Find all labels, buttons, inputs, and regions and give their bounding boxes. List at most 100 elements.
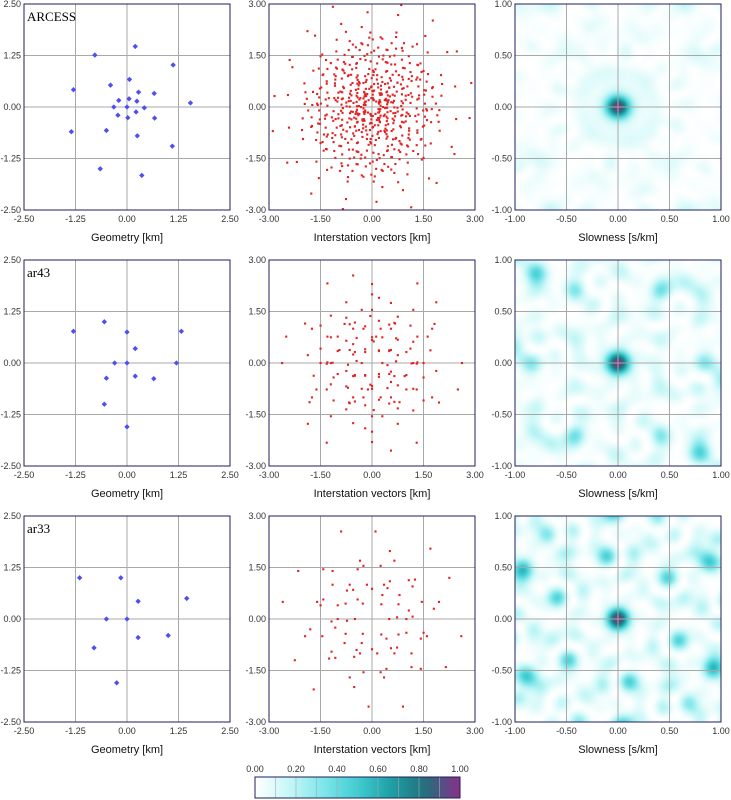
- interstation-vector-point: [350, 110, 353, 113]
- interstation-vector-point: [342, 87, 345, 90]
- interstation-vector-point: [401, 113, 404, 116]
- interstation-vector-point: [336, 349, 339, 353]
- interstation-vector-point: [397, 181, 400, 184]
- y-tick-label: 0.50: [494, 563, 512, 573]
- interstation-vector-point: [381, 80, 384, 84]
- interstation-vector-point: [422, 362, 425, 365]
- interstation-vector-point: [380, 633, 383, 636]
- interstation-vector-point: [415, 120, 418, 123]
- interstation-vector-point: [341, 97, 344, 100]
- interstation-vector-point: [394, 137, 397, 141]
- interstation-vector-point: [425, 635, 429, 638]
- interstation-vector-point: [412, 308, 415, 311]
- panel-array-response-3: -1.00 -0.50 0.00 0.50 1.00 1.00 0.50 0.00 -0.50 -…: [491, 511, 729, 756]
- interstation-vector-point: [415, 388, 418, 391]
- interstation-vector-point: [286, 93, 289, 97]
- y-tick-label: -1.50: [245, 154, 266, 164]
- x-tick-label: 2.50: [221, 214, 239, 224]
- interstation-vector-point: [339, 90, 342, 93]
- interstation-vector-point: [382, 114, 385, 118]
- interstation-vector-point: [404, 120, 407, 123]
- interstation-vector-point: [396, 110, 399, 113]
- interstation-vector-point: [388, 323, 391, 326]
- interstation-vector-point: [358, 49, 361, 52]
- interstation-vector-point: [392, 112, 395, 115]
- station-marker: [103, 127, 110, 134]
- interstation-vector-point: [386, 149, 389, 153]
- interstation-vector-point: [359, 57, 362, 61]
- interstation-vector-point: [386, 82, 389, 85]
- interstation-vector-point: [381, 336, 384, 339]
- interstation-vector-point: [334, 156, 337, 159]
- interstation-vector-point: [384, 131, 387, 134]
- interstation-vector-point: [356, 82, 359, 85]
- interstation-vector-point: [341, 111, 344, 114]
- interstation-vector-point: [369, 314, 372, 318]
- interstation-vector-point: [310, 192, 313, 195]
- interstation-vector-point: [402, 87, 405, 90]
- interstation-vector-point: [427, 177, 431, 180]
- interstation-vector-point: [372, 340, 375, 343]
- interstation-vector-point: [315, 388, 318, 391]
- interstation-vector-point: [407, 609, 410, 612]
- x-tick-label: -1.50: [310, 726, 331, 736]
- x-tick-label: 1.25: [170, 470, 188, 480]
- interstation-vector-point: [347, 148, 351, 151]
- interstation-vector-point: [346, 164, 350, 167]
- interstation-vector-point: [384, 82, 387, 86]
- x-axis-label: Geometry [km]: [91, 232, 163, 244]
- interstation-vector-point: [365, 129, 368, 132]
- interstation-vector-point: [377, 108, 380, 111]
- interstation-vector-point: [373, 49, 376, 52]
- y-tick-label: 0.00: [3, 358, 21, 368]
- x-tick-label: 0.00: [609, 214, 627, 224]
- interstation-vector-point: [331, 361, 334, 364]
- interstation-vector-point: [324, 58, 328, 62]
- interstation-vector-point: [363, 112, 366, 115]
- interstation-vector-point: [334, 99, 337, 102]
- interstation-vector-point: [339, 124, 342, 127]
- interstation-vector-point: [440, 74, 443, 77]
- interstation-vector-point: [362, 97, 365, 100]
- interstation-vector-point: [424, 34, 427, 38]
- interstation-vector-point: [364, 58, 367, 62]
- interstation-vector-point: [333, 73, 336, 76]
- plot-frame: [23, 515, 231, 723]
- x-tick-label: 0.00: [363, 214, 381, 224]
- interstation-vector-point: [325, 441, 328, 444]
- interstation-vector-point: [365, 137, 368, 141]
- interstation-vector-point: [391, 117, 394, 120]
- interstation-vector-point: [326, 282, 329, 285]
- interstation-vector-point: [371, 283, 374, 286]
- station-marker: [132, 43, 138, 50]
- interstation-vector-point: [417, 113, 420, 116]
- interstation-vector-point: [366, 92, 369, 96]
- interstation-vector-point: [399, 124, 402, 127]
- interstation-vector-point: [415, 362, 418, 365]
- y-tick-label: 3.00: [248, 255, 266, 265]
- interstation-vector-point: [388, 618, 391, 621]
- interstation-vector-point: [367, 143, 370, 146]
- interstation-vector-point: [371, 387, 374, 390]
- interstation-vector-point: [358, 82, 361, 85]
- interstation-vector-point: [394, 111, 397, 114]
- interstation-vector-point: [357, 87, 360, 90]
- interstation-vector-point: [319, 55, 322, 58]
- interstation-vector-point: [357, 84, 360, 87]
- interstation-vector-point: [371, 160, 374, 163]
- interstation-vector-point: [401, 108, 404, 111]
- x-axis-label: Slowness [s/km]: [578, 744, 657, 756]
- interstation-vector-point: [330, 116, 333, 119]
- plot-frame: [23, 259, 231, 467]
- interstation-vector-point: [377, 398, 380, 401]
- interstation-vector-point: [400, 4, 403, 7]
- interstation-vector-point: [375, 200, 378, 203]
- interstation-vector-point: [325, 388, 328, 391]
- interstation-vector-point: [370, 118, 373, 121]
- interstation-vector-point: [413, 578, 417, 581]
- interstation-vector-point: [415, 107, 418, 110]
- interstation-vector-point: [407, 55, 410, 58]
- interstation-vector-point: [334, 78, 337, 81]
- interstation-vector-point: [412, 362, 415, 365]
- interstation-vector-point: [423, 93, 426, 96]
